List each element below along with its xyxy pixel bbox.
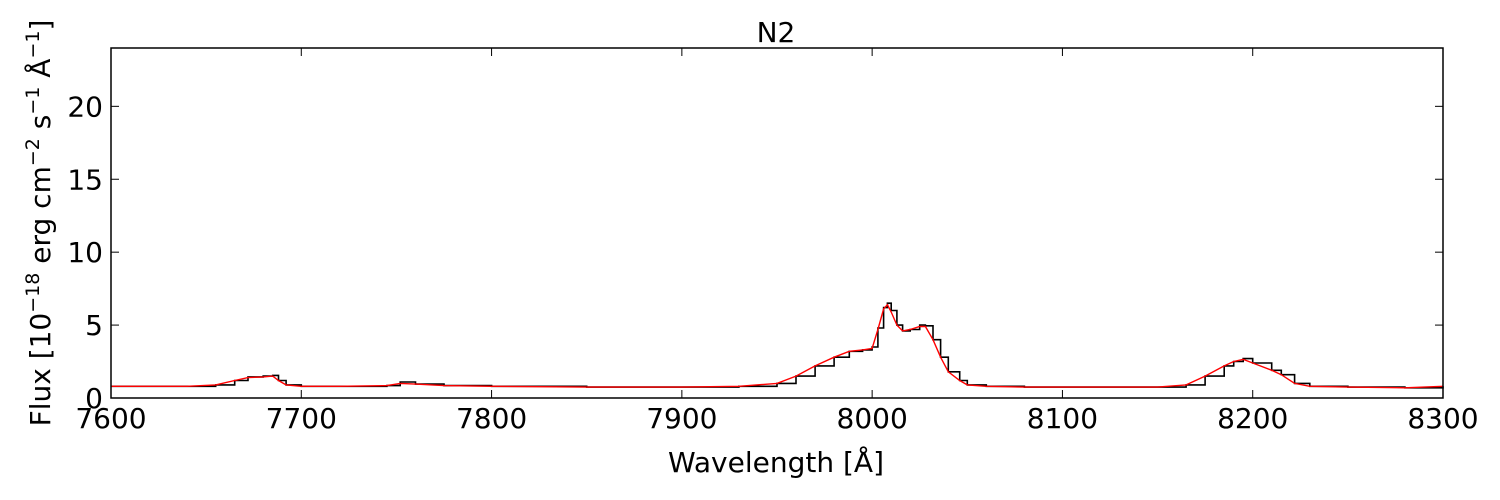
x-tick-label-7800: 7800: [456, 402, 527, 435]
y-tick-label-20: 20: [67, 90, 103, 123]
y-label-exp-2: −2: [22, 138, 44, 166]
series-layer: [111, 302, 1444, 389]
y-label-mid-3: Å: [23, 59, 57, 87]
x-tick-label-7600: 7600: [75, 402, 146, 435]
y-tick-label-15: 15: [67, 163, 103, 196]
x-tick-label-8100: 8100: [1027, 402, 1098, 435]
x-tick-label-8000: 8000: [837, 402, 908, 435]
series-line-0: [111, 302, 1444, 389]
y-label-prefix: Flux [10: [24, 313, 57, 427]
ticks-layer: 7600 7700 7800 7900 8000 8100 8200 8300 0 5 10 15 20: [67, 48, 1479, 435]
y-tick-label-5: 5: [85, 309, 103, 342]
y-tick-label-0: 0: [85, 382, 103, 415]
x-tick-label-7900: 7900: [646, 402, 717, 435]
y-label-exp-4: −1: [22, 31, 44, 59]
y-tick-label-10: 10: [67, 236, 103, 269]
y-label-suffix: ]: [24, 20, 57, 31]
y-label-exp-3: −1: [22, 87, 44, 115]
x-tick-label-8200: 8200: [1217, 402, 1288, 435]
x-tick-label-7700: 7700: [266, 402, 337, 435]
y-label-mid-1: erg cm: [24, 166, 57, 273]
x-tick-label-8300: 8300: [1407, 402, 1478, 435]
plot-frame: [110, 47, 1444, 399]
y-label-exp-1: −18: [22, 273, 44, 313]
y-label-mid-2: s: [24, 115, 57, 139]
chart-title: N2: [757, 16, 796, 49]
series-line-1: [111, 303, 1444, 389]
x-axis-label: Wavelength [Å]: [668, 445, 884, 479]
y-axis-label: Flux [10−18 erg cm−2 s−1 Å−1]: [22, 20, 57, 427]
